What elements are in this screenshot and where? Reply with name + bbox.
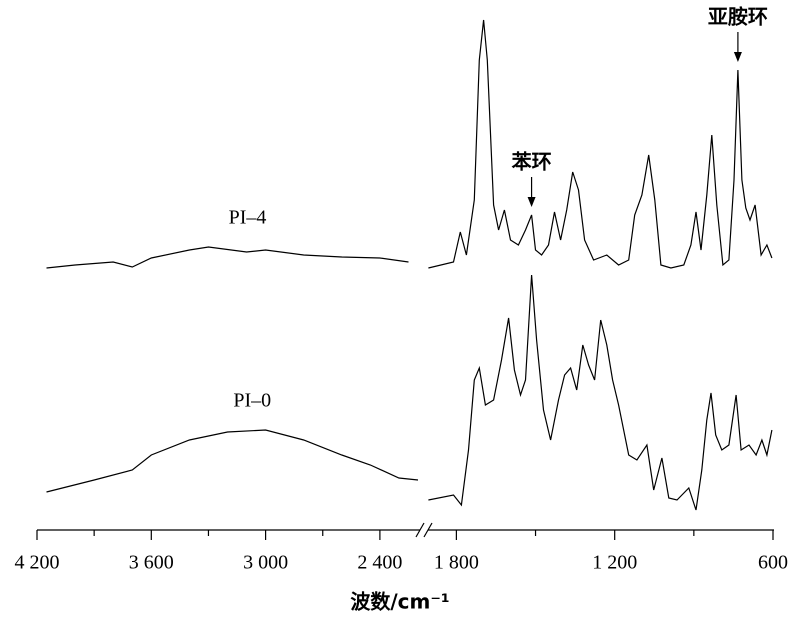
arrow-head	[733, 52, 742, 62]
arrow-head	[527, 197, 536, 207]
x-tick-label: 3 600	[129, 552, 174, 574]
x-tick-label: 600	[758, 552, 788, 574]
annotation-label: 苯环	[511, 150, 552, 174]
x-tick-label: 1 800	[434, 552, 479, 574]
annotation-label: 亚胺环	[708, 5, 768, 29]
axis-break	[423, 522, 433, 538]
series-label: PI–4	[229, 207, 267, 229]
series-label: PI–0	[233, 390, 271, 412]
x-tick-label: 1 200	[592, 552, 637, 574]
x-tick-label: 4 200	[15, 552, 60, 574]
x-tick-label: 2 400	[357, 552, 402, 574]
spectrum-line	[46, 274, 773, 511]
x-axis-label: 波数/cm⁻¹	[350, 590, 449, 614]
spectrum-line	[46, 19, 773, 269]
x-tick-label: 3 000	[243, 552, 288, 574]
axis-break	[415, 522, 425, 538]
